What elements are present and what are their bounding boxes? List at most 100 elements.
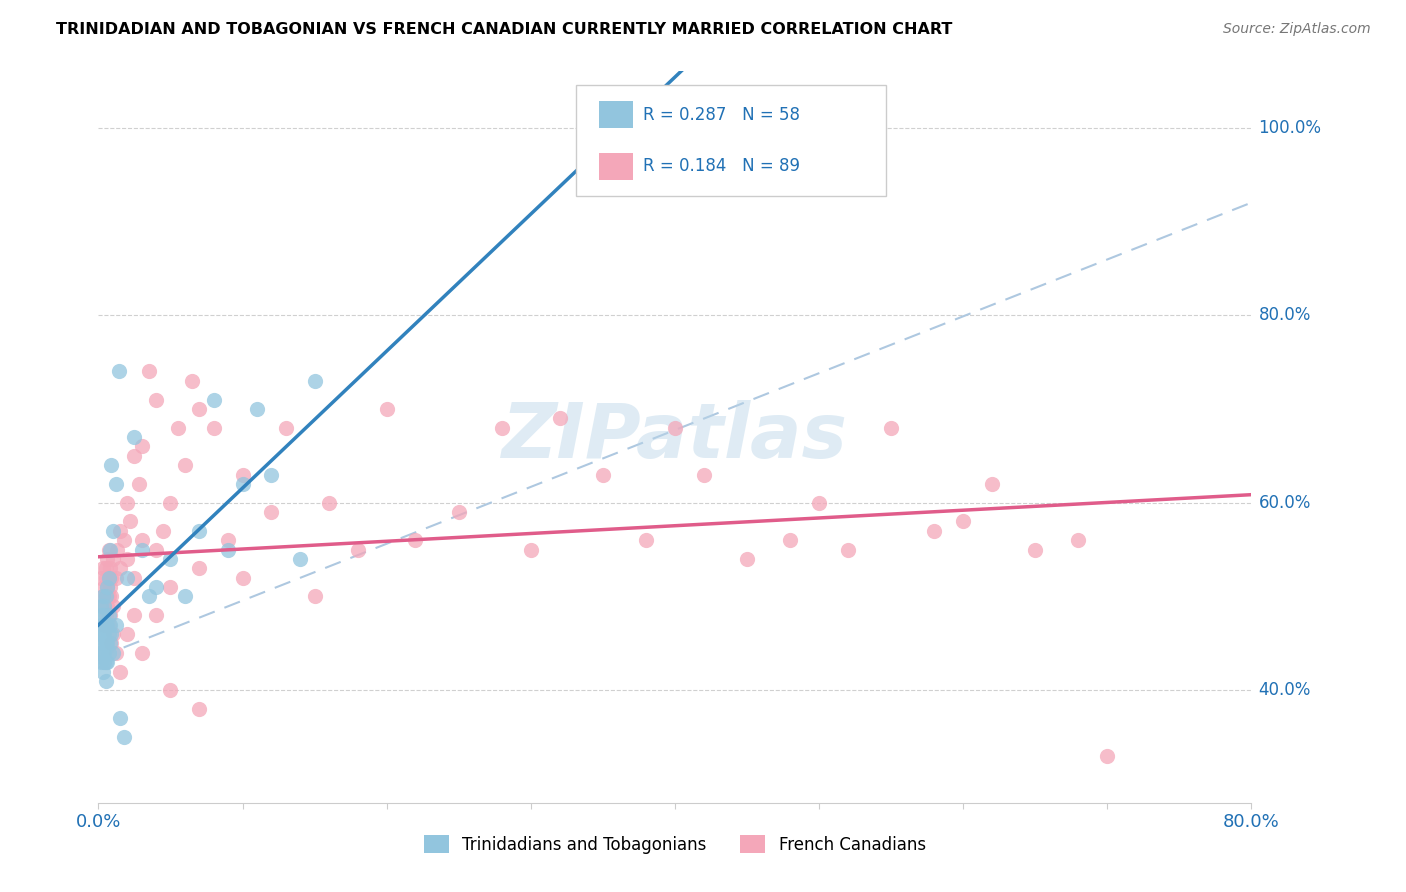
Point [145,392,167,407]
Point [260,505,283,519]
Point [124,571,146,585]
Point [89,627,111,641]
Point [93,599,115,613]
Point [304,590,326,604]
Point [94,636,117,650]
Point [837,542,859,557]
Point [231,571,254,585]
Point [94,571,117,585]
Point [159,683,181,698]
Point [131,533,153,548]
Point [181,374,204,388]
Point [735,552,758,566]
Point [1097,748,1119,763]
Point [97,571,120,585]
Point [90,617,112,632]
Point [491,420,513,434]
Point [90,608,112,623]
Point [98,636,121,650]
Point [94,590,117,604]
Point [97,627,120,641]
Point [100,458,122,473]
Text: ZIPatlas: ZIPatlas [502,401,848,474]
Point [100,627,122,641]
Point [447,505,470,519]
Point [159,496,181,510]
Point [1067,533,1090,548]
Point [131,646,153,660]
Point [91,627,114,641]
Point [91,561,114,575]
Point [96,599,118,613]
Point [131,542,153,557]
Point [91,646,114,660]
Point [304,374,326,388]
Point [664,420,686,434]
Point [104,571,127,585]
Point [880,420,903,434]
Point [117,571,139,585]
Point [97,646,120,660]
Point [112,730,135,744]
Point [924,524,946,538]
Point [91,636,114,650]
Point [779,533,801,548]
Point [231,477,254,491]
Point [98,561,121,575]
Point [108,524,131,538]
Point [93,627,115,641]
Point [188,561,211,575]
Point [97,590,120,604]
Point [104,646,127,660]
Point [108,561,131,575]
Point [104,617,127,632]
Point [93,580,115,594]
Point [128,477,150,491]
Point [100,636,122,650]
Point [108,711,131,725]
Point [188,524,211,538]
Point [101,599,124,613]
Point [1024,542,1046,557]
Point [548,411,571,425]
Point [94,655,117,669]
Point [808,496,831,510]
Point [112,533,135,548]
Point [202,420,225,434]
Text: TRINIDADIAN AND TOBAGONIAN VS FRENCH CANADIAN CURRENTLY MARRIED CORRELATION CHAR: TRINIDADIAN AND TOBAGONIAN VS FRENCH CAN… [56,22,953,37]
Point [104,477,127,491]
Point [93,599,115,613]
Point [98,608,121,623]
Point [231,467,254,482]
Point [101,552,124,566]
Point [94,617,117,632]
Text: 80.0%: 80.0% [1258,306,1310,324]
Point [107,364,129,378]
Point [93,617,115,632]
Point [124,608,146,623]
Point [260,467,283,482]
Point [108,665,131,679]
Point [166,420,188,434]
Point [405,533,427,548]
Text: R = 0.184   N = 89: R = 0.184 N = 89 [643,157,800,175]
Text: 40.0%: 40.0% [1258,681,1310,699]
Point [91,590,114,604]
Point [188,401,211,416]
Point [159,580,181,594]
Point [117,496,139,510]
Point [375,401,398,416]
Point [96,617,118,632]
Point [693,467,716,482]
Point [96,580,118,594]
Point [89,646,111,660]
Point [117,552,139,566]
Point [100,571,122,585]
Point [138,364,160,378]
Point [96,590,118,604]
Point [96,655,118,669]
Point [96,636,118,650]
Point [90,571,112,585]
Point [100,590,122,604]
Point [120,515,142,529]
